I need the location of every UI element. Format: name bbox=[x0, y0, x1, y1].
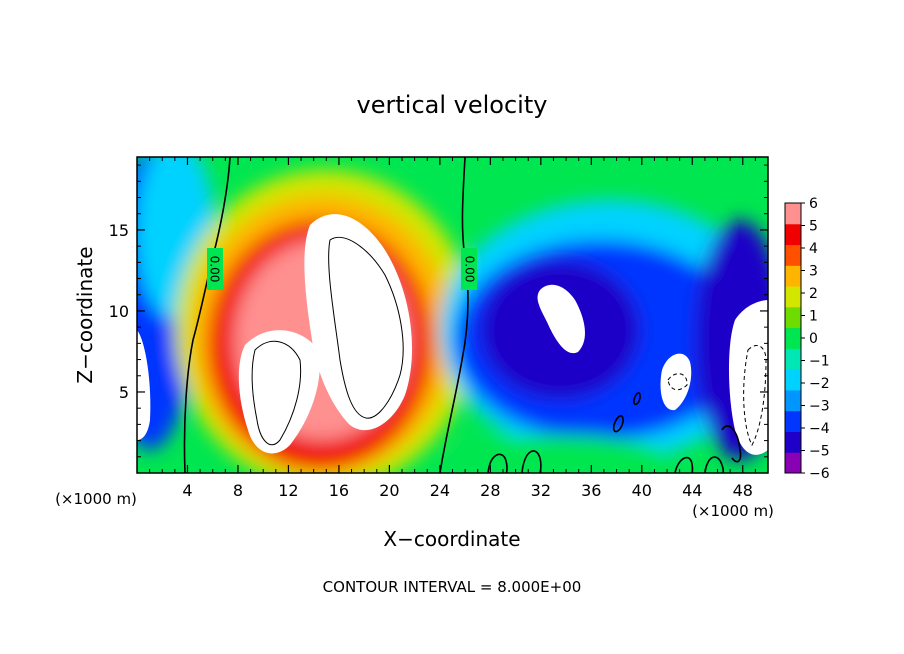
x-tick-label: 40 bbox=[632, 481, 652, 500]
contour-bottom-4 bbox=[704, 456, 725, 473]
zero-contour-mid bbox=[439, 157, 469, 473]
colorbar-label: −4 bbox=[809, 421, 830, 437]
contour-bottom-5 bbox=[721, 425, 742, 463]
contour-lower-core bbox=[251, 340, 302, 446]
x-tick-label: 32 bbox=[531, 481, 551, 500]
colorbar: 6 5 4 3 2 1 0 −1 −2 −3 −4 −5 −6 bbox=[784, 196, 830, 482]
updraft-core-lower bbox=[238, 330, 320, 454]
colorbar-swatch bbox=[785, 431, 801, 453]
colorbar-swatch bbox=[785, 389, 801, 412]
colorbar-swatch bbox=[785, 244, 801, 266]
x-tick-label: 8 bbox=[233, 481, 243, 500]
contour-labels: 0.00 0.00 bbox=[207, 248, 477, 290]
heatmap-field: 0.00 0.00 bbox=[137, 157, 768, 473]
colorbar-swatch bbox=[785, 265, 801, 287]
colorbar-label: 5 bbox=[809, 219, 818, 235]
x-tick-label: 24 bbox=[430, 481, 450, 500]
x-tick-label: 20 bbox=[379, 481, 399, 500]
colorbar-swatch bbox=[785, 203, 801, 225]
colorbar-swatch bbox=[785, 369, 801, 391]
y-axis-label: Z−coordinate bbox=[73, 246, 97, 383]
contour-interval-footer: CONTOUR INTERVAL = 8.000E+00 bbox=[323, 578, 582, 596]
x-tick-label: 16 bbox=[329, 481, 349, 500]
x-tick-label: 48 bbox=[733, 481, 753, 500]
colorbar-label: −1 bbox=[809, 354, 830, 370]
colorbar-label: −5 bbox=[809, 444, 830, 460]
x-tick-label: 28 bbox=[480, 481, 500, 500]
colorbar-swatch bbox=[785, 286, 801, 308]
x-axis-label: X−coordinate bbox=[383, 527, 520, 551]
y-tick-label: 10 bbox=[109, 302, 129, 321]
downdraft-core-mid bbox=[537, 284, 586, 354]
zero-contour-left bbox=[183, 157, 231, 473]
contour-label-left: 0.00 bbox=[208, 256, 222, 283]
colorbar-swatch bbox=[785, 327, 801, 349]
x-tick-label: 44 bbox=[682, 481, 702, 500]
colorbar-swatch bbox=[785, 410, 801, 432]
contour-bottom-1 bbox=[487, 453, 508, 473]
contour-label-mid: 0.00 bbox=[463, 256, 477, 283]
colorbar-label: 6 bbox=[809, 196, 818, 212]
colorbar-label: 0 bbox=[809, 331, 818, 347]
colorbar-label: −6 bbox=[809, 466, 830, 482]
x-tick-label: 36 bbox=[581, 481, 601, 500]
colorbar-swatch bbox=[785, 223, 801, 246]
downdraft-core-right bbox=[660, 353, 692, 411]
contour-dashed-small bbox=[667, 373, 688, 391]
downdraft-core-left bbox=[137, 330, 151, 440]
colorbar-label: −3 bbox=[809, 399, 830, 415]
chart-title: vertical velocity bbox=[357, 91, 548, 119]
contour-small-2 bbox=[633, 392, 641, 406]
colorbar-label: 4 bbox=[809, 241, 818, 257]
x-tick-label: 4 bbox=[182, 481, 192, 500]
contour-dashed-right bbox=[743, 345, 767, 447]
contour-upper-core bbox=[328, 237, 404, 419]
colorbar-swatch bbox=[785, 306, 801, 329]
y-tick-label: 5 bbox=[119, 383, 129, 402]
field-bottom-green bbox=[450, 435, 670, 473]
x-unit-right: (×1000 m) bbox=[692, 502, 774, 520]
downdraft-core-edge bbox=[728, 300, 768, 455]
colorbar-label: 1 bbox=[809, 309, 818, 325]
colorbar-label: −2 bbox=[809, 376, 830, 392]
y-tick-label: 15 bbox=[109, 221, 129, 240]
x-tick-label: 12 bbox=[278, 481, 298, 500]
contour-label-bg-mid bbox=[461, 248, 477, 290]
updraft-core-upper bbox=[304, 214, 413, 431]
colorbar-label: 3 bbox=[809, 264, 818, 280]
colorbar-label: 2 bbox=[809, 286, 818, 302]
x-unit-left: (×1000 m) bbox=[55, 490, 137, 508]
colorbar-swatch bbox=[785, 452, 801, 474]
contour-small-1 bbox=[612, 415, 624, 433]
colorbar-swatch bbox=[785, 348, 801, 370]
contour-label-bg-left bbox=[207, 248, 223, 290]
